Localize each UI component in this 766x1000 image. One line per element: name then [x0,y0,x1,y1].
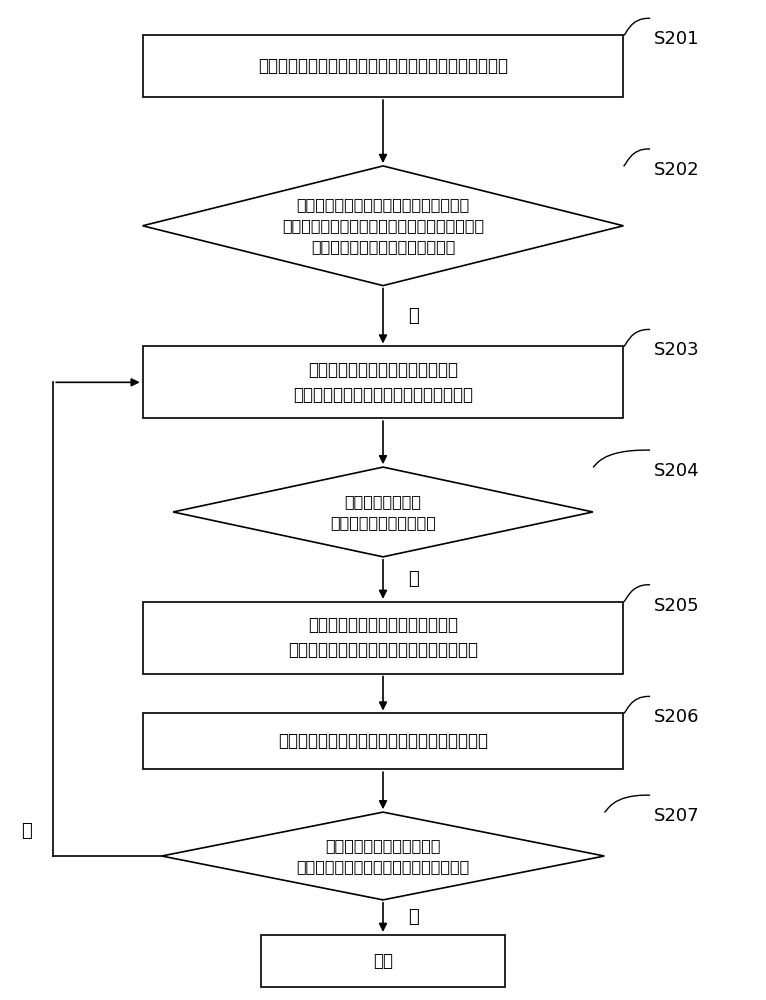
Text: S204: S204 [654,462,699,480]
Text: 输出第一控制信号，第一控制信号
用于启动零伺服，零速输出力矩拖住负载: 输出第一控制信号，第一控制信号 用于启动零伺服，零速输出力矩拖住负载 [293,361,473,404]
Text: S202: S202 [654,161,699,179]
Text: 是: 是 [408,570,419,588]
Text: S205: S205 [654,597,699,615]
Text: S201: S201 [654,30,699,48]
Text: 是: 是 [21,822,32,840]
Text: 接收负载降落过程中编码器反馈的第二脉冲数值: 接收负载降落过程中编码器反馈的第二脉冲数值 [278,732,488,750]
Bar [142,602,624,674]
Text: 接收编码器反馈的第一脉冲数值和抱闸制动器的抱闸信号: 接收编码器反馈的第一脉冲数值和抱闸制动器的抱闸信号 [258,57,508,75]
Text: 判断接收到的编码器反馈的第一脉冲数值
是否大于预设启动脉冲阈值且接收到的抱闸制动
器的抱闸信号是否为抱闸打开信号: 判断接收到的编码器反馈的第一脉冲数值 是否大于预设启动脉冲阈值且接收到的抱闸制动… [282,197,484,254]
Text: S206: S206 [654,708,699,726]
Text: 否: 否 [408,908,419,926]
Text: S203: S203 [654,341,699,359]
Polygon shape [162,812,604,900]
Text: S207: S207 [654,807,699,825]
Bar [261,935,505,987]
Text: 输出第二控制信号，第二控制信号
用于停止零伺服，并以一定的速度降落负载: 输出第二控制信号，第二控制信号 用于停止零伺服，并以一定的速度降落负载 [288,616,478,659]
Polygon shape [142,166,624,286]
Bar [142,346,624,418]
Text: 结束: 结束 [373,952,393,970]
Bar [142,35,624,97]
Text: 判断接收到的编码器反馈的
第二脉冲数值是否大于预设下放脉冲阈值: 判断接收到的编码器反馈的 第二脉冲数值是否大于预设下放脉冲阈值 [296,838,470,874]
Polygon shape [173,467,593,557]
Text: 判断启动零伺服的
时间是否达到第一预设值: 判断启动零伺服的 时间是否达到第一预设值 [330,494,436,530]
Text: 是: 是 [408,307,419,325]
Bar [142,713,624,769]
